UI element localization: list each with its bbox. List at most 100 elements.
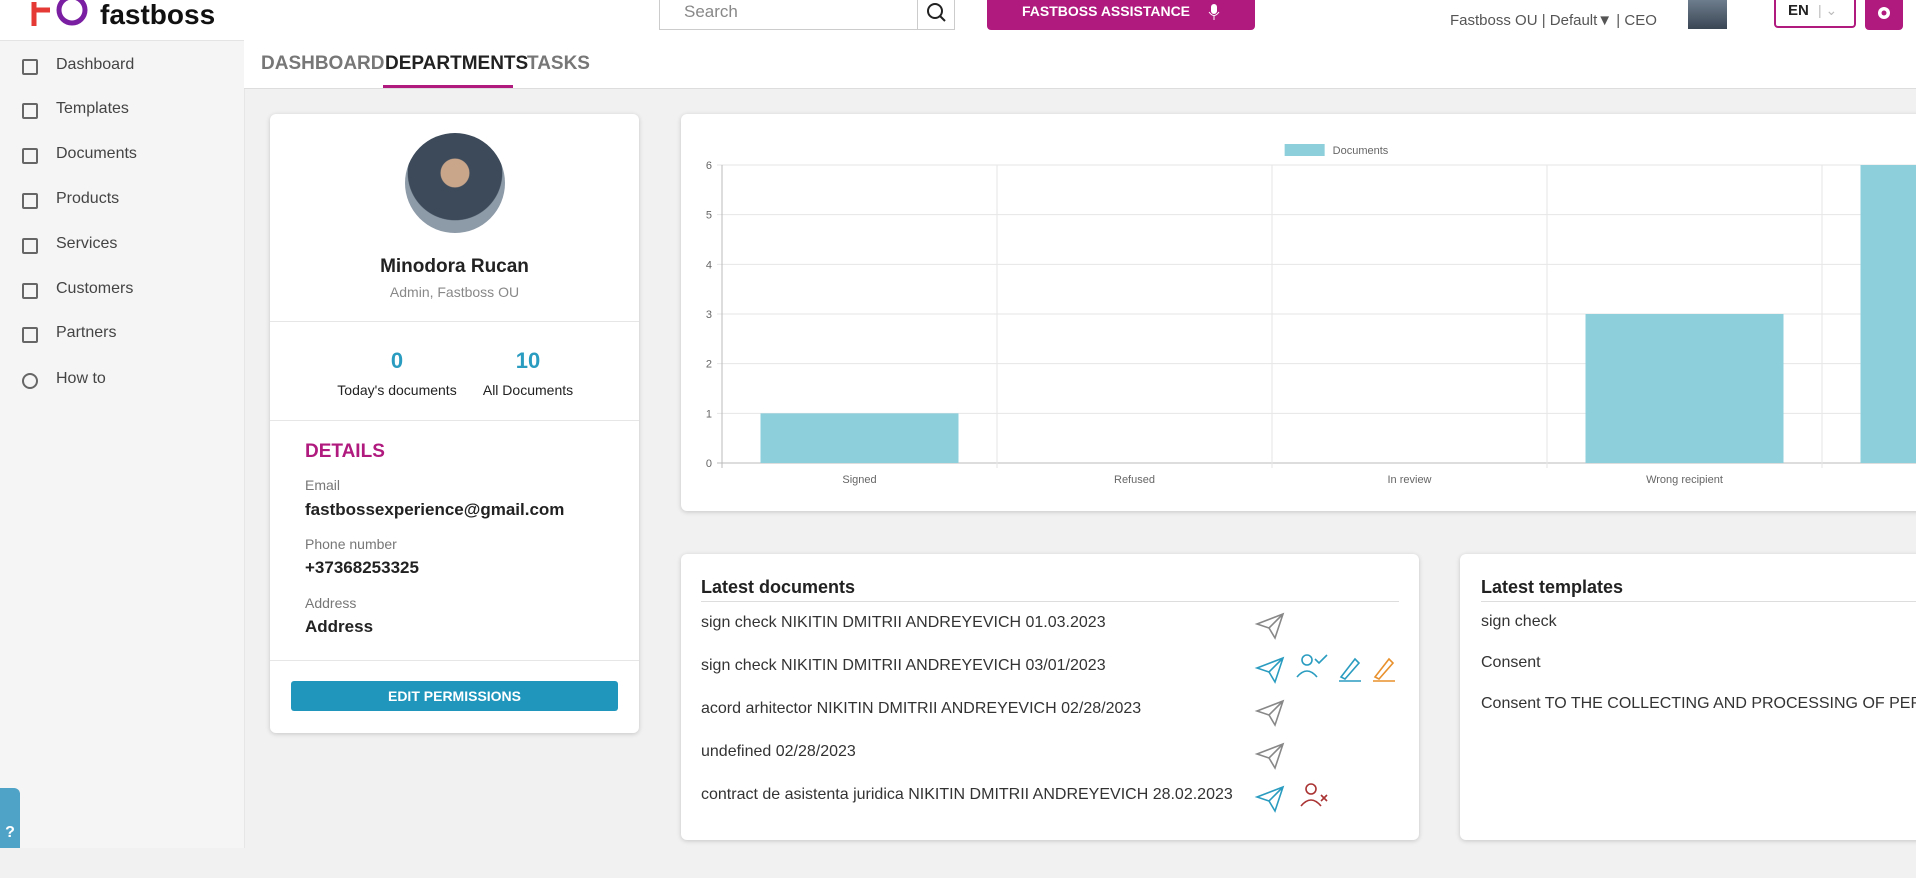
- sidebar-icon: [22, 373, 38, 389]
- divider: [701, 601, 1399, 602]
- search-box[interactable]: Search: [659, 0, 955, 30]
- send-icon[interactable]: [1257, 701, 1283, 725]
- assistance-button[interactable]: FASTBOSS ASSISTANCE: [987, 0, 1255, 30]
- documents-title: Latest documents: [701, 577, 855, 598]
- legend-swatch: [1285, 144, 1325, 156]
- latest-documents-card: Latest documents sign check NIKITIN DMIT…: [681, 554, 1419, 840]
- y-tick-label: 2: [706, 359, 712, 371]
- bar: [1861, 165, 1916, 463]
- sidebar-label: Dashboard: [56, 56, 134, 74]
- user-info: Fastboss OU | Default▼ | CEO: [1450, 12, 1657, 29]
- bar: [1586, 314, 1784, 463]
- email-label: Email: [305, 477, 340, 493]
- details-title: DETAILS: [305, 441, 385, 463]
- send-icon[interactable]: [1257, 658, 1283, 682]
- y-tick-label: 0: [706, 458, 712, 470]
- user-check-icon[interactable]: [1297, 655, 1327, 677]
- position: CEO: [1624, 12, 1657, 29]
- y-tick-label: 1: [706, 408, 712, 420]
- sidebar-item[interactable]: Services: [0, 231, 244, 261]
- sign-icon[interactable]: [1339, 659, 1361, 681]
- x-tick-label: In review: [1387, 474, 1431, 486]
- search-placeholder: Search: [684, 2, 738, 22]
- sidebar-item[interactable]: Customers: [0, 276, 244, 306]
- profile-avatar: [405, 133, 505, 233]
- logo-mark: [30, 0, 90, 30]
- sidebar-icon: [22, 103, 38, 119]
- user-refused-icon[interactable]: [1301, 784, 1327, 806]
- sidebar: Dashboard Templates Documents Products Servi…: [0, 41, 245, 848]
- divider: [270, 420, 639, 421]
- send-icon[interactable]: [1257, 744, 1283, 768]
- page: fastboss Search FASTBOSS ASSISTANCE Fast…: [0, 0, 1916, 848]
- address: Address: [305, 617, 373, 637]
- email: fastbossexperience@gmail.com: [305, 500, 564, 520]
- template-row[interactable]: sign check: [1481, 613, 1557, 631]
- top-bar: fastboss Search FASTBOSS ASSISTANCE Fast…: [0, 0, 1916, 41]
- sidebar-icon: [22, 59, 38, 75]
- today-count: 0: [327, 348, 467, 374]
- sidebar-item[interactable]: Templates: [0, 96, 244, 126]
- company: Fastboss OU: [1450, 12, 1538, 29]
- sidebar-label: Services: [56, 235, 117, 253]
- document-row[interactable]: contract de asistenta juridica NIKITIN D…: [701, 786, 1233, 804]
- sidebar-item[interactable]: Products: [0, 186, 244, 216]
- x-tick-label: Signed: [842, 474, 876, 486]
- sidebar-item[interactable]: Partners: [0, 320, 244, 350]
- profile-select[interactable]: Default▼: [1550, 12, 1612, 29]
- bar: [761, 413, 959, 463]
- y-tick-label: 5: [706, 210, 712, 222]
- profile-card: Minodora Rucan Admin, Fastboss OU 0 Toda…: [270, 114, 639, 733]
- profile-name: Minodora Rucan: [270, 256, 639, 278]
- tab-underline: [383, 85, 513, 88]
- language-caret: | ⌄: [1818, 2, 1837, 19]
- document-row[interactable]: acord arhitector NIKITIN DMITRII ANDREYE…: [701, 700, 1141, 718]
- sidebar-item[interactable]: Dashboard: [0, 52, 244, 82]
- sidebar-icon: [22, 283, 38, 299]
- y-tick-label: 4: [706, 259, 712, 271]
- assistance-label: FASTBOSS ASSISTANCE: [1022, 0, 1190, 22]
- divider: [270, 660, 639, 661]
- sidebar-label: Documents: [56, 145, 137, 163]
- address-label: Address: [305, 595, 356, 611]
- sidebar-label: Products: [56, 190, 119, 208]
- user-avatar[interactable]: [1688, 0, 1727, 29]
- sign-icon[interactable]: [1373, 659, 1395, 681]
- edit-permissions-button[interactable]: EDIT PERMISSIONS: [291, 681, 618, 711]
- x-tick-label: Refused: [1114, 474, 1155, 486]
- search-button[interactable]: [917, 0, 955, 29]
- divider: [1481, 601, 1916, 602]
- language: EN: [1788, 2, 1809, 19]
- sidebar-label: Partners: [56, 324, 116, 342]
- document-row[interactable]: sign check NIKITIN DMITRII ANDREYEVICH 0…: [701, 614, 1106, 632]
- send-icon[interactable]: [1257, 787, 1283, 811]
- help-tab[interactable]: ?: [0, 788, 20, 848]
- sidebar-item[interactable]: How to: [0, 366, 244, 396]
- y-tick-label: 3: [706, 309, 712, 321]
- phone-label: Phone number: [305, 536, 397, 552]
- logo: fastboss: [100, 0, 215, 30]
- document-row[interactable]: undefined 02/28/2023: [701, 743, 856, 761]
- send-icon[interactable]: [1257, 614, 1283, 638]
- today-label: Today's documents: [322, 382, 472, 398]
- x-tick-label: Wrong recipient: [1646, 474, 1723, 486]
- tab[interactable]: DEPARTMENTS: [385, 53, 528, 75]
- settings-button[interactable]: [1865, 0, 1903, 30]
- tab[interactable]: TASKS: [527, 53, 590, 75]
- template-row[interactable]: Consent: [1481, 654, 1541, 672]
- profile-subtitle: Admin, Fastboss OU: [270, 284, 639, 300]
- all-label: All Documents: [458, 382, 598, 398]
- y-tick-label: 6: [706, 160, 712, 172]
- tab[interactable]: DASHBOARD: [261, 53, 385, 75]
- sidebar-icon: [22, 327, 38, 343]
- template-row[interactable]: Consent TO THE COLLECTING AND PROCESSING…: [1481, 695, 1916, 713]
- language-select[interactable]: EN | ⌄: [1774, 0, 1856, 28]
- sidebar-label: How to: [56, 370, 106, 388]
- document-row[interactable]: sign check NIKITIN DMITRII ANDREYEVICH 0…: [701, 657, 1106, 675]
- sidebar-item[interactable]: Documents: [0, 141, 244, 171]
- latest-templates-card: Latest templates sign check Consent Consen…: [1460, 554, 1916, 840]
- templates-title: Latest templates: [1481, 577, 1623, 598]
